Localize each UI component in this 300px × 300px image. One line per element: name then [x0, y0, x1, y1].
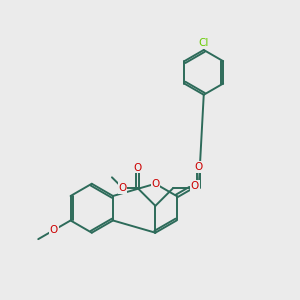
Text: O: O	[151, 179, 160, 189]
Text: O: O	[133, 163, 142, 172]
Text: Cl: Cl	[199, 38, 209, 48]
Text: O: O	[190, 181, 199, 190]
Text: O: O	[118, 183, 127, 193]
Text: O: O	[50, 225, 58, 235]
Text: O: O	[195, 162, 203, 172]
